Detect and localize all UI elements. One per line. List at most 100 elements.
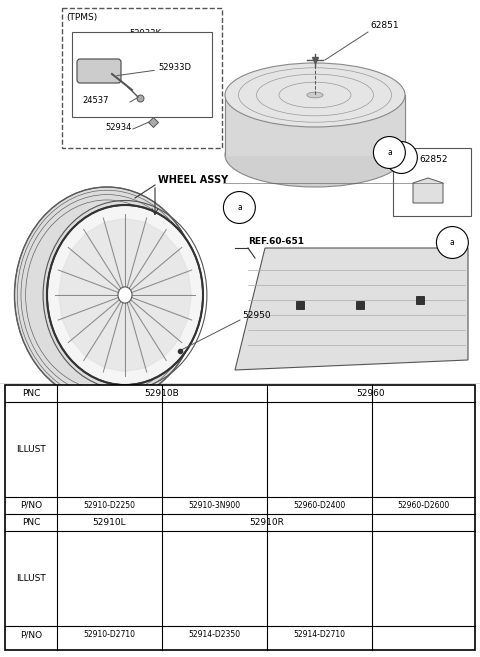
- Polygon shape: [215, 583, 220, 617]
- Polygon shape: [199, 542, 213, 575]
- Text: 52950: 52950: [242, 311, 271, 320]
- Bar: [5, 385, 475, 650]
- Bar: [72, 32, 212, 117]
- Polygon shape: [86, 301, 123, 368]
- Polygon shape: [127, 222, 164, 289]
- Polygon shape: [127, 301, 164, 368]
- Polygon shape: [59, 271, 119, 295]
- Text: ILLUST: ILLUST: [16, 574, 46, 583]
- Polygon shape: [217, 581, 239, 610]
- Text: P/NO: P/NO: [20, 501, 42, 510]
- Polygon shape: [131, 271, 192, 295]
- Text: 52960-D2400: 52960-D2400: [293, 501, 346, 510]
- Polygon shape: [111, 451, 138, 481]
- Text: 52910L: 52910L: [93, 518, 126, 527]
- Polygon shape: [216, 545, 235, 575]
- Polygon shape: [129, 299, 179, 357]
- Text: REF.60-651: REF.60-651: [248, 237, 304, 246]
- Ellipse shape: [72, 409, 146, 490]
- Polygon shape: [86, 222, 123, 289]
- Polygon shape: [130, 250, 188, 293]
- Polygon shape: [183, 556, 211, 576]
- Text: 52910-D2250: 52910-D2250: [84, 501, 135, 510]
- Polygon shape: [125, 302, 145, 371]
- Polygon shape: [216, 582, 230, 615]
- Text: 52910-3N900: 52910-3N900: [189, 501, 240, 510]
- Text: 62852: 62852: [419, 155, 447, 164]
- Ellipse shape: [213, 428, 216, 432]
- Ellipse shape: [279, 535, 360, 622]
- Polygon shape: [109, 453, 120, 488]
- Ellipse shape: [202, 464, 205, 467]
- Polygon shape: [186, 581, 212, 606]
- Polygon shape: [180, 567, 211, 578]
- Polygon shape: [130, 297, 188, 340]
- Ellipse shape: [315, 574, 324, 583]
- Ellipse shape: [175, 535, 254, 622]
- Ellipse shape: [224, 464, 227, 467]
- Text: 52933K: 52933K: [129, 29, 161, 38]
- Polygon shape: [181, 580, 211, 596]
- Ellipse shape: [230, 442, 233, 445]
- Text: 52914-D2710: 52914-D2710: [293, 630, 346, 639]
- Polygon shape: [125, 219, 145, 288]
- Ellipse shape: [406, 430, 441, 468]
- Polygon shape: [72, 233, 121, 291]
- Polygon shape: [209, 540, 215, 574]
- Polygon shape: [112, 427, 143, 449]
- Text: 52914-D2350: 52914-D2350: [189, 630, 240, 639]
- FancyBboxPatch shape: [62, 8, 222, 148]
- Text: P/NO: P/NO: [20, 630, 42, 639]
- Ellipse shape: [288, 415, 351, 484]
- Text: PNC: PNC: [22, 389, 40, 398]
- FancyBboxPatch shape: [77, 59, 121, 83]
- Polygon shape: [218, 579, 249, 591]
- Polygon shape: [105, 219, 125, 288]
- Bar: [393, 148, 471, 216]
- Polygon shape: [112, 449, 144, 461]
- Bar: [296, 301, 304, 309]
- Polygon shape: [180, 579, 211, 585]
- Polygon shape: [217, 551, 243, 576]
- Polygon shape: [98, 411, 109, 446]
- Ellipse shape: [225, 123, 405, 187]
- Ellipse shape: [175, 405, 254, 493]
- Polygon shape: [59, 295, 119, 319]
- Text: 52934: 52934: [105, 123, 132, 132]
- Text: a: a: [399, 153, 404, 162]
- Text: 62851: 62851: [370, 21, 398, 30]
- Polygon shape: [299, 434, 340, 449]
- Text: ILLUST: ILLUST: [16, 445, 46, 454]
- Ellipse shape: [196, 442, 199, 445]
- Polygon shape: [194, 582, 213, 612]
- Text: 52910-D2710: 52910-D2710: [84, 630, 135, 639]
- Ellipse shape: [70, 405, 149, 493]
- Ellipse shape: [225, 63, 405, 127]
- Ellipse shape: [118, 287, 132, 303]
- Polygon shape: [131, 295, 192, 319]
- Text: 52910B: 52910B: [144, 389, 180, 398]
- Polygon shape: [215, 541, 225, 574]
- Ellipse shape: [178, 409, 252, 490]
- Polygon shape: [190, 547, 212, 576]
- Ellipse shape: [210, 574, 219, 583]
- Polygon shape: [62, 250, 120, 293]
- Bar: [416, 296, 424, 304]
- Text: 52960: 52960: [357, 389, 385, 398]
- Text: WHEEL ASSY: WHEEL ASSY: [158, 175, 228, 185]
- Polygon shape: [218, 581, 245, 601]
- Text: 52960-D2600: 52960-D2600: [397, 501, 450, 510]
- Polygon shape: [89, 453, 108, 486]
- Text: a: a: [387, 148, 392, 157]
- Ellipse shape: [106, 574, 113, 583]
- Text: PNC: PNC: [22, 518, 40, 527]
- Ellipse shape: [70, 535, 149, 622]
- Ellipse shape: [106, 445, 113, 454]
- Text: a: a: [237, 203, 242, 212]
- Ellipse shape: [209, 443, 220, 456]
- Polygon shape: [204, 583, 214, 616]
- Polygon shape: [413, 178, 443, 203]
- Polygon shape: [218, 561, 248, 577]
- Text: 24537: 24537: [82, 96, 108, 105]
- Text: 52910R: 52910R: [250, 518, 285, 527]
